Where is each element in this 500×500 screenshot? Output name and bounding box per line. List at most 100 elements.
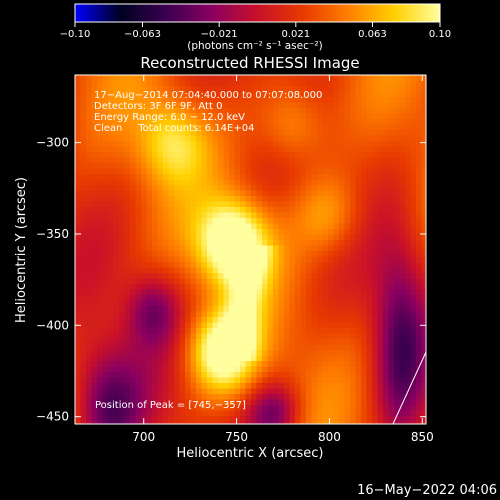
heatmap-cell bbox=[179, 421, 186, 424]
heatmap-cell bbox=[196, 405, 203, 412]
heatmap-cell bbox=[97, 113, 104, 120]
heatmap-cell bbox=[97, 190, 104, 197]
heatmap-cell bbox=[168, 113, 175, 120]
colorbar-tick-label: −0.063 bbox=[124, 29, 161, 40]
heatmap-cell bbox=[130, 119, 137, 126]
heatmap-cell bbox=[339, 289, 346, 296]
heatmap-cell bbox=[300, 75, 307, 82]
heatmap-cell bbox=[196, 262, 203, 269]
heatmap-cell bbox=[124, 317, 131, 324]
heatmap-cell bbox=[256, 289, 263, 296]
heatmap-cell bbox=[405, 410, 412, 417]
heatmap-cell bbox=[201, 80, 208, 87]
heatmap-cell bbox=[108, 416, 115, 423]
heatmap-cell bbox=[251, 146, 258, 153]
heatmap-cell bbox=[284, 399, 291, 406]
heatmap-cell bbox=[97, 256, 104, 263]
heatmap-cell bbox=[421, 185, 426, 192]
heatmap-cell bbox=[262, 278, 269, 285]
heatmap-cell bbox=[75, 410, 82, 417]
heatmap-cell bbox=[245, 141, 252, 148]
heatmap-cell bbox=[218, 372, 225, 379]
heatmap-cell bbox=[218, 399, 225, 406]
heatmap-cell bbox=[344, 97, 351, 104]
heatmap-cell bbox=[108, 146, 115, 153]
heatmap-cell bbox=[267, 383, 274, 390]
heatmap-cell bbox=[355, 416, 362, 423]
heatmap-cell bbox=[383, 421, 390, 424]
heatmap-cell bbox=[377, 146, 384, 153]
heatmap-cell bbox=[141, 388, 148, 395]
heatmap-cell bbox=[146, 366, 153, 373]
heatmap-cell bbox=[410, 322, 417, 329]
heatmap-cell bbox=[306, 174, 313, 181]
heatmap-cell bbox=[388, 372, 395, 379]
heatmap-cell bbox=[366, 108, 373, 115]
heatmap-cell bbox=[262, 284, 269, 291]
heatmap-cell bbox=[185, 119, 192, 126]
heatmap-cell bbox=[218, 201, 225, 208]
heatmap-cell bbox=[245, 190, 252, 197]
heatmap-cell bbox=[295, 245, 302, 252]
heatmap-cell bbox=[361, 86, 368, 93]
heatmap-cell bbox=[416, 372, 423, 379]
heatmap-cell bbox=[361, 91, 368, 98]
heatmap-cell bbox=[410, 328, 417, 335]
heatmap-cell bbox=[300, 306, 307, 313]
heatmap-cell bbox=[399, 124, 406, 131]
heatmap-cell bbox=[267, 157, 274, 164]
heatmap-cell bbox=[86, 405, 93, 412]
heatmap-cell bbox=[102, 251, 109, 258]
heatmap-cell bbox=[229, 361, 236, 368]
heatmap-cell bbox=[168, 251, 175, 258]
heatmap-cell bbox=[267, 256, 274, 263]
heatmap-cell bbox=[405, 141, 412, 148]
heatmap-cell bbox=[267, 322, 274, 329]
heatmap-cell bbox=[229, 124, 236, 131]
heatmap-cell bbox=[179, 152, 186, 159]
heatmap-cell bbox=[196, 394, 203, 401]
heatmap-cell bbox=[300, 179, 307, 186]
heatmap-cell bbox=[212, 410, 219, 417]
heatmap-cell bbox=[223, 124, 230, 131]
heatmap-cell bbox=[163, 388, 170, 395]
heatmap-cell bbox=[179, 262, 186, 269]
heatmap-cell bbox=[262, 157, 269, 164]
heatmap-cell bbox=[196, 190, 203, 197]
heatmap-cell bbox=[196, 135, 203, 142]
heatmap-cell bbox=[218, 317, 225, 324]
heatmap-cell bbox=[355, 355, 362, 362]
heatmap-cell bbox=[113, 399, 120, 406]
heatmap-cell bbox=[251, 278, 258, 285]
heatmap-cell bbox=[124, 157, 131, 164]
heatmap-cell bbox=[377, 416, 384, 423]
heatmap-cell bbox=[75, 212, 82, 219]
heatmap-cell bbox=[97, 207, 104, 214]
heatmap-cell bbox=[190, 135, 197, 142]
heatmap-cell bbox=[86, 196, 93, 203]
heatmap-cell bbox=[295, 366, 302, 373]
heatmap-cell bbox=[421, 410, 426, 417]
heatmap-cell bbox=[256, 410, 263, 417]
heatmap-cell bbox=[388, 190, 395, 197]
heatmap-cell bbox=[388, 163, 395, 170]
heatmap-cell bbox=[229, 405, 236, 412]
heatmap-cell bbox=[317, 317, 324, 324]
heatmap-cell bbox=[196, 141, 203, 148]
heatmap-cell bbox=[300, 196, 307, 203]
heatmap-cell bbox=[416, 328, 423, 335]
heatmap-cell bbox=[377, 256, 384, 263]
heatmap-cell bbox=[190, 212, 197, 219]
heatmap-cell bbox=[328, 421, 335, 424]
heatmap-cell bbox=[91, 102, 98, 109]
heatmap-cell bbox=[300, 163, 307, 170]
heatmap-cell bbox=[113, 350, 120, 357]
heatmap-cell bbox=[152, 91, 159, 98]
heatmap-cell bbox=[388, 251, 395, 258]
heatmap-cell bbox=[256, 201, 263, 208]
heatmap-cell bbox=[267, 317, 274, 324]
heatmap-cell bbox=[152, 124, 159, 131]
heatmap-cell bbox=[284, 113, 291, 120]
heatmap-cell bbox=[102, 295, 109, 302]
heatmap-cell bbox=[317, 80, 324, 87]
